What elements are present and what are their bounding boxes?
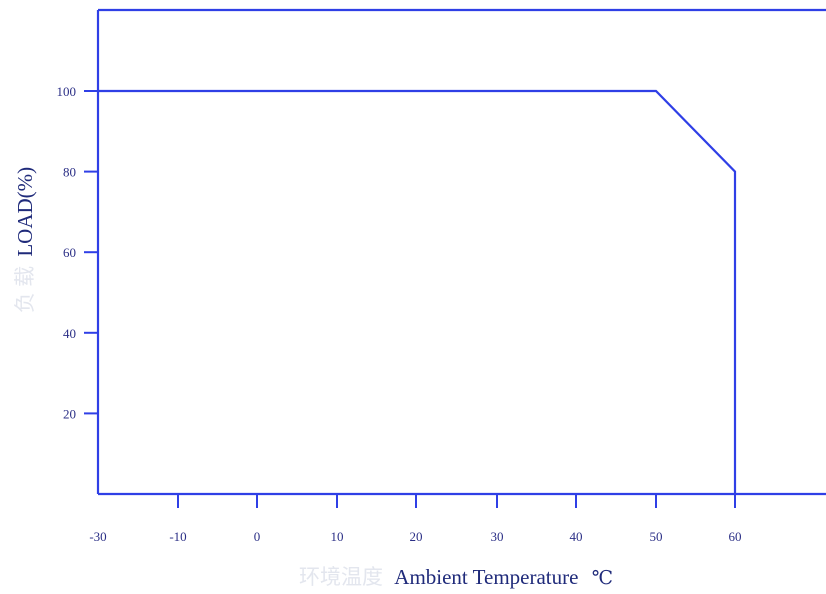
x-tick-label: 40: [570, 529, 583, 544]
derating-curve: [98, 89, 737, 494]
series-layer: [97, 89, 737, 495]
y-axis-title-cn: 负 载: [13, 266, 37, 313]
x-tick-label: 20: [410, 529, 423, 544]
y-axis-title-en: LOAD(%): [13, 167, 37, 257]
y-tick-label: 20: [63, 406, 76, 421]
x-tick-label: 10: [331, 529, 344, 544]
x-axis-title-cn: 环境温度: [299, 565, 383, 589]
plot-frame: [96, 8, 826, 496]
x-axis-title-en: Ambient Temperature: [394, 565, 578, 589]
x-tick-label: 0: [254, 529, 261, 544]
y-tick-label: 80: [63, 165, 76, 180]
x-tick-label: 60: [729, 529, 742, 544]
y-tick-label: 60: [63, 245, 76, 260]
x-tick-label: -30: [89, 529, 106, 544]
y-tick-label: 40: [63, 326, 76, 341]
y-axis-title: 负 载 LOAD(%): [13, 167, 37, 313]
x-tick-label: 50: [650, 529, 663, 544]
y-tick-label: 100: [57, 84, 77, 99]
x-axis-title: 环境温度 Ambient Temperature ℃: [299, 565, 613, 589]
x-tick-label: -10: [169, 529, 186, 544]
x-axis-unit: ℃: [592, 567, 613, 589]
tick-labels: -30 -10 0 10 20 30 40 50 60 20 40 60 80 100: [57, 84, 742, 544]
x-tick-label: 30: [491, 529, 504, 544]
axis-ticks: [84, 90, 736, 508]
